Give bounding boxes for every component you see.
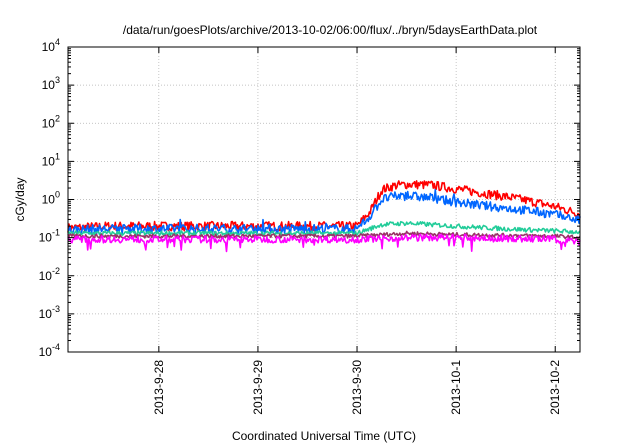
y-tick-label: 10-4 bbox=[39, 342, 60, 359]
x-tick-label: 2013-9-30 bbox=[350, 360, 364, 415]
y-tick-label: 10-1 bbox=[39, 228, 60, 245]
x-tick-label: 2013-9-29 bbox=[251, 360, 265, 415]
y-tick-label: 10-2 bbox=[39, 266, 60, 283]
x-axis-label: Coordinated Universal Time (UTC) bbox=[232, 429, 416, 443]
y-tick-label: 103 bbox=[42, 75, 60, 92]
y-tick-label: 102 bbox=[42, 113, 60, 130]
y-tick-label: 10-3 bbox=[39, 304, 60, 321]
y-tick-label: 100 bbox=[42, 190, 60, 207]
x-tick-label: 2013-9-28 bbox=[152, 360, 166, 415]
chart-title: /data/run/goesPlots/archive/2013-10-02/0… bbox=[123, 23, 538, 37]
grid bbox=[68, 47, 580, 352]
series-line bbox=[67, 233, 581, 253]
series-group bbox=[67, 180, 581, 253]
y-tick-label: 104 bbox=[42, 37, 60, 54]
series-line bbox=[67, 180, 581, 233]
x-tick-label: 2013-10-1 bbox=[449, 360, 463, 415]
y-tick-label: 101 bbox=[42, 151, 60, 168]
axes: 10-4 10-3 10-2 10-1 100 101 102 103 104 2013-9-28… bbox=[39, 37, 580, 415]
x-tick-label: 2013-10-2 bbox=[548, 360, 562, 415]
y-axis-label: cGy/day bbox=[13, 177, 27, 221]
